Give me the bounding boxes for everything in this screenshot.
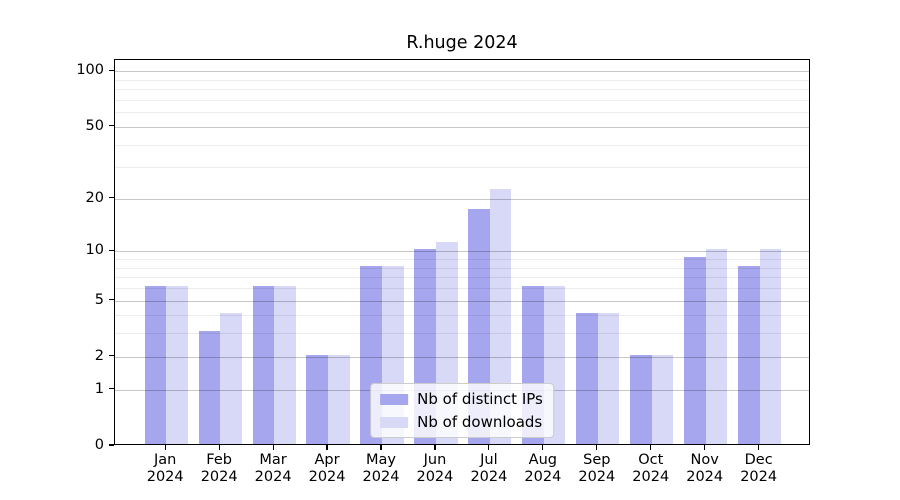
gridline-80 [115, 89, 809, 91]
xtick-label-nov: Nov 2024 [686, 452, 724, 485]
ytick-mark [109, 125, 114, 127]
ytick-label-100: 100 [76, 62, 104, 79]
xtick-mark [596, 445, 598, 450]
legend-label-downloads: Nb of downloads [417, 413, 543, 431]
legend-swatch-distinct-ips [380, 393, 409, 405]
xtick-mark [488, 445, 490, 450]
xtick-label-mar: Mar 2024 [254, 452, 292, 485]
gridline-7 [115, 277, 809, 279]
ytick-label-5: 5 [94, 291, 104, 308]
xtick-label-oct: Oct 2024 [632, 452, 670, 485]
xtick-label-sep: Sep 2024 [578, 452, 616, 485]
xtick-mark [434, 445, 436, 450]
ytick-mark [109, 388, 114, 390]
bar-dec-downloads [759, 249, 782, 444]
xtick-mark [380, 445, 382, 450]
xtick-label-dec: Dec 2024 [740, 452, 778, 485]
gridline-30 [115, 167, 809, 169]
xtick-label-aug: Aug 2024 [524, 452, 562, 485]
ytick-mark [109, 355, 114, 357]
bar-apr-downloads [328, 354, 350, 444]
bar-mar-downloads [274, 286, 296, 444]
bar-dec-ips [738, 265, 760, 444]
gridline-5 [115, 300, 809, 302]
bar-feb-ips [198, 331, 221, 444]
gridline-3 [115, 333, 809, 335]
gridline-20 [115, 198, 809, 200]
bar-feb-downloads [220, 313, 242, 444]
ytick-mark [109, 69, 114, 71]
legend-label-distinct-ips: Nb of distinct IPs [417, 390, 543, 408]
ytick-mark [109, 197, 114, 199]
xtick-label-apr: Apr 2024 [308, 452, 346, 485]
bar-jan-ips [144, 286, 167, 444]
bar-oct-downloads [651, 354, 674, 444]
gridline-4 [115, 315, 809, 317]
xtick-label-jan: Jan 2024 [146, 452, 184, 485]
ytick-label-20: 20 [85, 189, 104, 206]
ytick-mark [109, 298, 114, 301]
gridline-2 [115, 356, 809, 358]
xtick-label-feb: Feb 2024 [200, 452, 238, 485]
xtick-mark [218, 445, 220, 450]
xtick-mark [164, 445, 166, 450]
ytick-label-50: 50 [85, 117, 104, 134]
xtick-label-may: May 2024 [362, 452, 400, 485]
ytick-label-1: 1 [94, 380, 104, 397]
xtick-label-jul: Jul 2024 [470, 452, 508, 485]
gridline-70 [115, 99, 809, 101]
gridline-9 [115, 259, 809, 260]
xtick-mark [704, 445, 706, 450]
gridline-90 [115, 79, 809, 81]
ytick-mark [109, 444, 114, 446]
legend-swatch-downloads [380, 416, 409, 428]
legend-row-downloads: Nb of downloads [380, 413, 543, 431]
xtick-mark [272, 445, 274, 450]
bar-mar-ips [252, 286, 275, 444]
xtick-mark [326, 445, 328, 450]
bar-nov-ips [684, 257, 706, 444]
bar-sep-downloads [597, 313, 620, 444]
ytick-mark [109, 249, 114, 251]
gridline-100 [115, 71, 809, 73]
legend-row-distinct-ips: Nb of distinct IPs [380, 390, 543, 408]
bar-apr-ips [306, 354, 329, 444]
xtick-mark [542, 445, 544, 450]
ytick-label-2: 2 [94, 347, 104, 364]
gridline-10 [115, 251, 809, 253]
xtick-mark [758, 445, 760, 450]
bar-jan-downloads [166, 286, 188, 444]
gridline-60 [115, 112, 809, 114]
gridline-8 [115, 267, 809, 269]
bar-nov-downloads [705, 249, 728, 444]
bar-sep-ips [576, 313, 598, 444]
xtick-label-jun: Jun 2024 [416, 452, 454, 485]
legend: Nb of distinct IPs Nb of downloads [370, 383, 554, 438]
chart-title: R.huge 2024 [406, 33, 518, 53]
gridline-50 [115, 126, 809, 128]
bar-oct-ips [630, 354, 652, 444]
plot-area: Nb of distinct IPs Nb of downloads [114, 59, 810, 445]
gridline-6 [115, 288, 809, 289]
xtick-mark [650, 445, 652, 450]
ytick-label-10: 10 [85, 242, 104, 259]
ytick-label-0: 0 [94, 437, 104, 453]
gridline-40 [115, 144, 809, 146]
